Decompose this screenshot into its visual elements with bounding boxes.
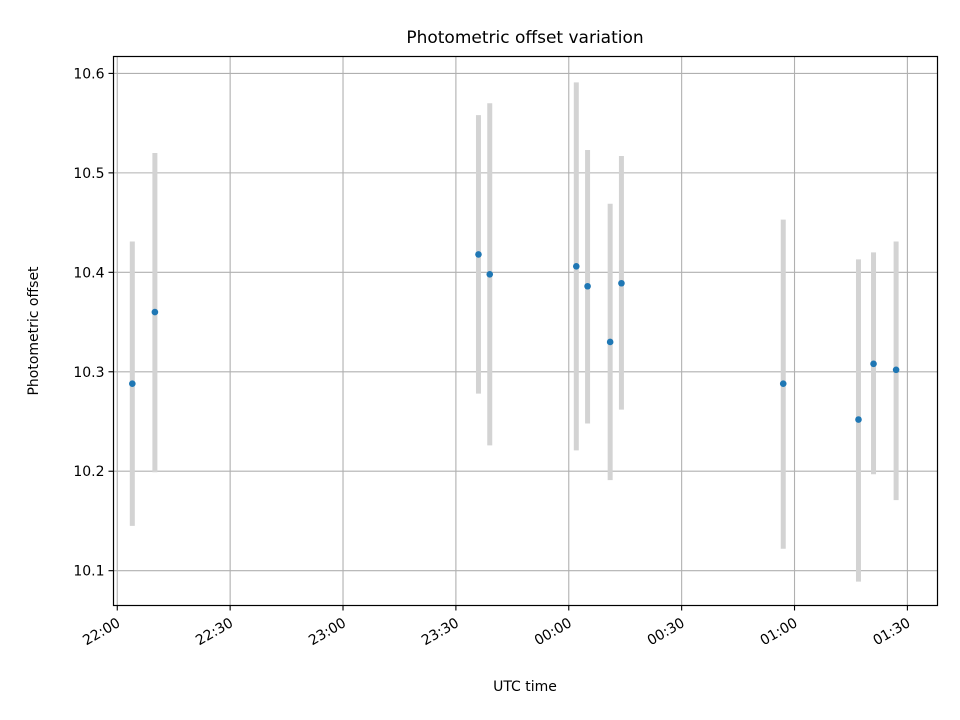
x-axis-label: UTC time — [493, 679, 557, 695]
data-point — [855, 416, 862, 423]
y-axis-ticks: 10.1 10.2 10.3 10.4 10.5 10.6 — [73, 66, 114, 580]
y-tick-label: 10.1 — [73, 564, 104, 580]
x-tick-label: 23:30 — [419, 615, 462, 649]
x-tick-label: 23:00 — [306, 615, 349, 649]
data-point — [618, 279, 625, 287]
data-point — [779, 380, 787, 388]
y-tick-label: 10.2 — [73, 464, 104, 480]
data-point — [475, 251, 482, 258]
grid — [113, 56, 938, 606]
x-tick-label: 22:30 — [193, 615, 236, 649]
data-point — [486, 271, 494, 278]
x-tick-label: 01:30 — [870, 615, 913, 649]
x-tick-label: 01:00 — [758, 615, 801, 649]
y-tick-label: 10.4 — [73, 265, 104, 281]
data-point — [606, 338, 614, 346]
data-point — [151, 308, 159, 316]
y-axis-label: Photometric offset — [26, 266, 42, 396]
data-point — [572, 263, 580, 270]
data-point — [892, 366, 900, 374]
x-tick-label: 00:00 — [532, 615, 575, 649]
data-points — [129, 251, 900, 423]
data-point — [870, 360, 877, 368]
error-bars — [129, 82, 899, 582]
y-tick-label: 10.5 — [73, 166, 104, 182]
y-tick-label: 10.3 — [73, 365, 104, 381]
x-tick-label: 00:30 — [645, 615, 688, 649]
data-point — [129, 380, 136, 388]
x-axis-ticks: 22:00 22:30 23:00 23:30 00:00 00:30 01:00 01:30 — [80, 605, 913, 649]
x-tick-label: 22:00 — [80, 615, 123, 649]
y-tick-label: 10.6 — [73, 66, 104, 82]
plot-frame — [112, 55, 939, 607]
chart-title: Photometric offset variation — [406, 28, 643, 48]
data-point — [584, 282, 591, 290]
